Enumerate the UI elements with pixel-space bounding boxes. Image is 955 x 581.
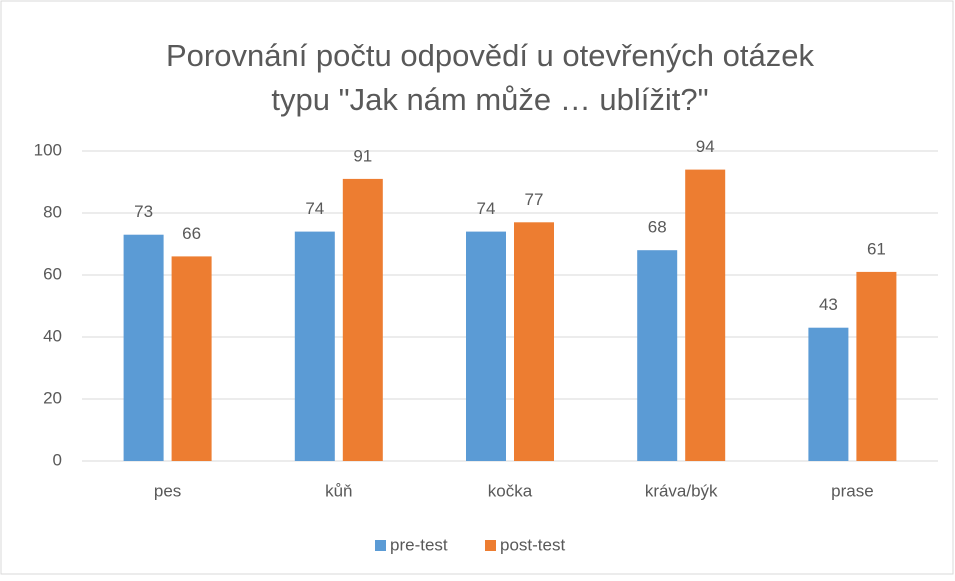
chart-title: Porovnání počtu odpovědí u otevřených ot… xyxy=(166,38,814,73)
bar xyxy=(685,169,726,461)
data-label: 77 xyxy=(525,190,544,209)
x-tick-label: kočka xyxy=(488,481,533,500)
bar xyxy=(808,327,849,461)
data-label: 73 xyxy=(134,202,153,221)
y-tick-label: 40 xyxy=(43,326,62,345)
bar xyxy=(123,234,164,461)
y-tick-label: 100 xyxy=(34,140,62,159)
y-tick-label: 0 xyxy=(53,450,62,469)
legend-label: pre-test xyxy=(390,535,448,554)
data-label: 74 xyxy=(305,199,324,218)
legend-swatch xyxy=(485,540,496,551)
data-label: 66 xyxy=(182,224,201,243)
legend-label: post-test xyxy=(500,535,565,554)
chart-title: typu "Jak nám může … ublížit?" xyxy=(271,82,708,117)
bar xyxy=(294,231,335,461)
bar xyxy=(466,231,506,461)
data-label: 91 xyxy=(353,146,372,165)
y-tick-label: 80 xyxy=(43,202,62,221)
y-tick-label: 60 xyxy=(43,264,62,283)
x-tick-label: pes xyxy=(154,481,181,500)
data-label: 94 xyxy=(696,137,715,156)
data-label: 61 xyxy=(867,239,886,258)
bar xyxy=(514,222,554,461)
x-tick-label: kráva/býk xyxy=(645,481,718,500)
data-label: 68 xyxy=(648,218,667,237)
data-label: 43 xyxy=(819,295,838,314)
bar xyxy=(856,271,897,461)
bar xyxy=(171,256,212,461)
data-label: 74 xyxy=(477,199,496,218)
x-tick-label: prase xyxy=(831,481,874,500)
x-tick-label: kůň xyxy=(325,481,352,500)
bar xyxy=(637,250,678,461)
bar xyxy=(342,178,383,461)
y-tick-label: 20 xyxy=(43,388,62,407)
legend-swatch xyxy=(375,540,386,551)
